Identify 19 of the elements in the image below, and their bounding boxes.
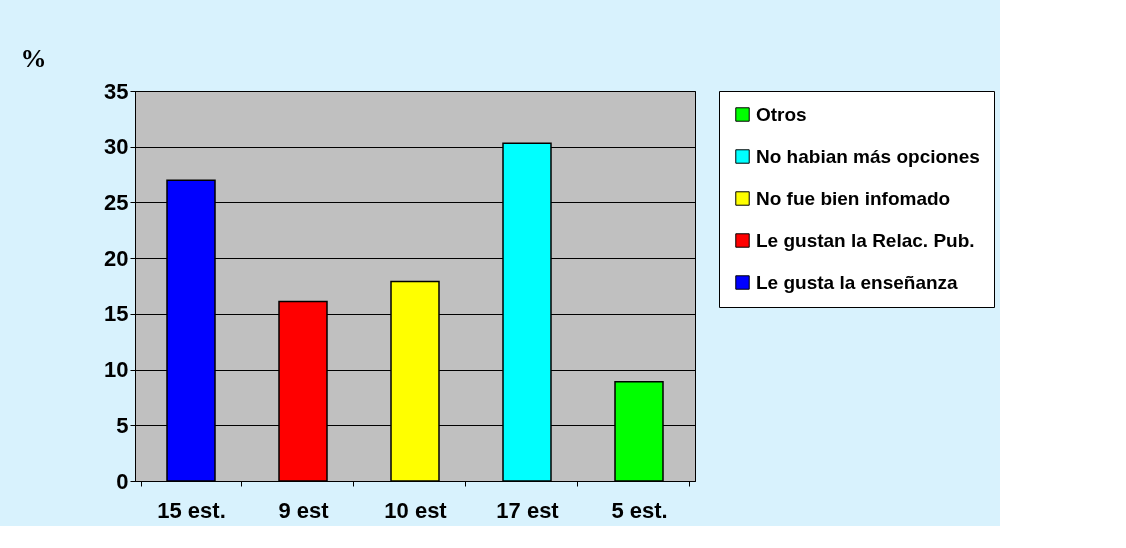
y-tick-label: 30 [104, 134, 129, 160]
y-tick-label: 5 [116, 412, 129, 438]
y-axis-title: % [20, 43, 47, 73]
y-tick-label: 35 [104, 78, 129, 104]
legend-label: Otros [756, 103, 807, 125]
legend-label: Le gusta la enseñanza [756, 271, 959, 293]
x-tick-label: 10 est [384, 497, 448, 523]
legend-label: Le gustan la Relac. Pub. [756, 229, 975, 251]
x-tick-label: 15 est. [157, 497, 226, 523]
y-tick-label: 10 [104, 357, 129, 383]
y-tick-label: 25 [104, 189, 129, 215]
y-tick-label: 20 [104, 245, 129, 271]
y-tick-label: 0 [116, 468, 129, 494]
y-tick-label: 15 [104, 301, 129, 327]
x-tick-label: 5 est. [611, 497, 668, 523]
legend-label: No fue bien infomado [756, 187, 951, 209]
legend-label: No habian más opciones [756, 145, 980, 167]
x-tick-label: 17 est [496, 497, 560, 523]
x-tick-label: 9 est [278, 497, 330, 523]
